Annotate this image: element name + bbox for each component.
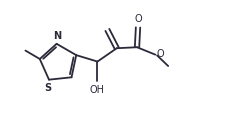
Text: O: O: [134, 14, 142, 24]
Text: OH: OH: [90, 85, 105, 95]
Text: O: O: [157, 49, 164, 59]
Text: S: S: [44, 83, 52, 93]
Text: N: N: [53, 31, 61, 41]
